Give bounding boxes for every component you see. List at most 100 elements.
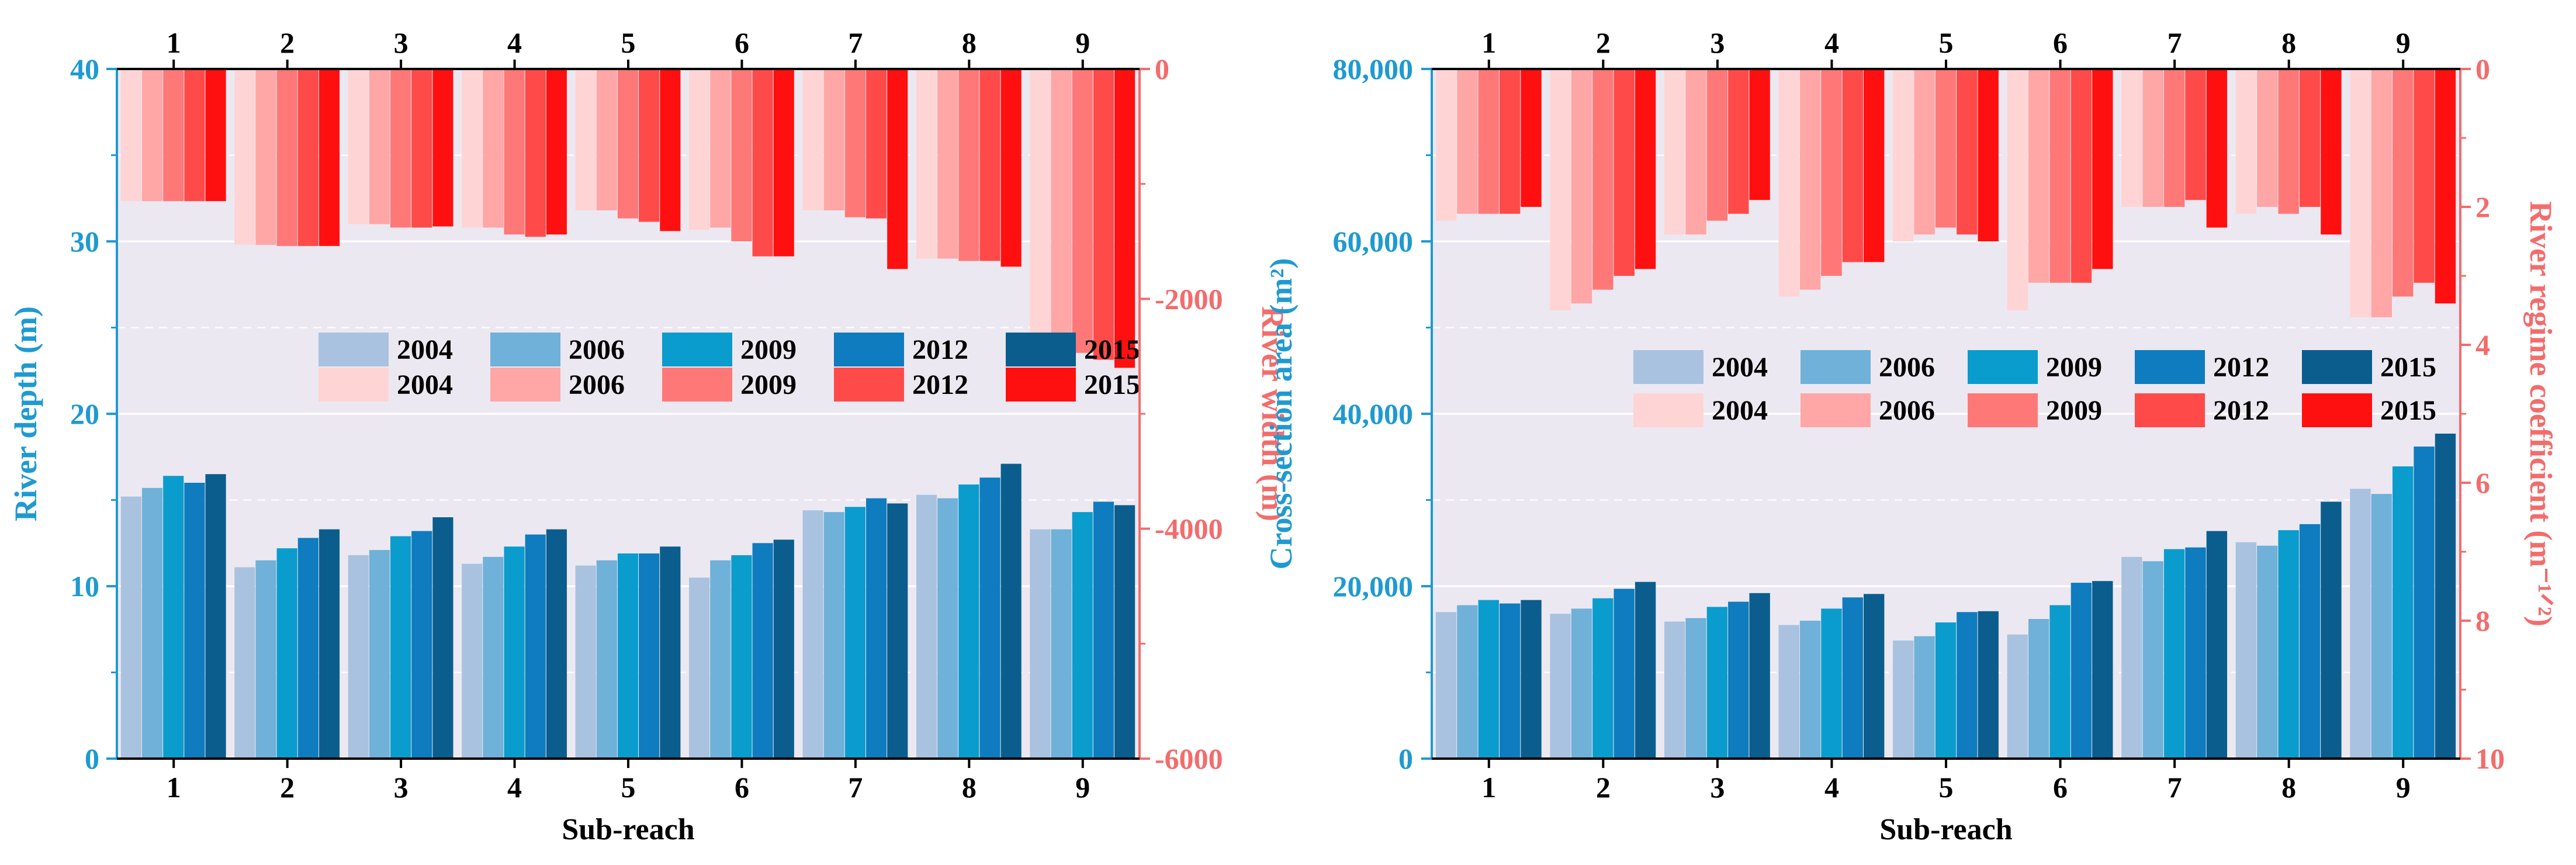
blue-bar-2006-sub-reach-5 (1914, 636, 1935, 759)
red-bar-2009-sub-reach-6 (731, 69, 752, 241)
blue-bar-2004-sub-reach-3 (1664, 621, 1685, 759)
bottom-x-tick-label: 9 (1075, 771, 1090, 804)
blue-bar-2006-sub-reach-7 (823, 512, 844, 759)
top-x-tick-label: 9 (1075, 26, 1090, 59)
blue-bar-2004-sub-reach-2 (1550, 614, 1571, 759)
legend-label-red-2009: 2009 (2046, 395, 2102, 426)
blue-bar-2009-sub-reach-6 (2049, 605, 2071, 759)
red-bar-2006-sub-reach-2 (1571, 69, 1592, 304)
blue-bar-2015-sub-reach-5 (1978, 611, 1999, 759)
red-bar-2015-sub-reach-6 (2092, 69, 2113, 269)
red-bar-2012-sub-reach-8 (979, 69, 1000, 261)
blue-bar-2004-sub-reach-7 (802, 510, 823, 759)
left-tick-label: 30 (70, 225, 99, 258)
red-bar-2012-sub-reach-5 (639, 69, 660, 222)
red-bar-2015-sub-reach-2 (318, 69, 340, 246)
legend-label-red-2004: 2004 (397, 369, 453, 400)
red-bar-2015-sub-reach-7 (887, 69, 908, 269)
red-bar-2009-sub-reach-4 (504, 69, 525, 235)
red-bar-2009-sub-reach-2 (1592, 69, 1614, 290)
blue-bar-2015-sub-reach-1 (205, 474, 226, 759)
blue-bar-2006-sub-reach-5 (596, 560, 617, 759)
red-bar-2009-sub-reach-7 (844, 69, 865, 217)
red-bar-2015-sub-reach-4 (1864, 69, 1885, 262)
top-x-tick-label: 6 (735, 26, 749, 59)
blue-bar-2009-sub-reach-9 (1072, 512, 1093, 759)
blue-bar-2012-sub-reach-1 (1499, 603, 1521, 759)
legend-swatch-blue-2012 (834, 333, 904, 366)
legend-label-blue-2015: 2015 (2380, 352, 2436, 383)
blue-bar-2009-sub-reach-4 (1821, 608, 1842, 759)
blue-bar-2012-sub-reach-1 (184, 483, 205, 759)
red-bar-2012-sub-reach-8 (2299, 69, 2321, 207)
red-bar-2009-sub-reach-3 (1706, 69, 1728, 221)
red-bar-2012-sub-reach-5 (1957, 69, 1978, 235)
red-bar-2004-sub-reach-5 (1893, 69, 1914, 241)
red-bar-2004-sub-reach-8 (916, 69, 937, 259)
red-bar-2009-sub-reach-7 (2163, 69, 2185, 207)
legend-swatch-red-2004 (318, 368, 389, 402)
top-x-tick-label: 3 (394, 26, 408, 59)
blue-bar-2006-sub-reach-4 (483, 556, 504, 759)
legend-swatch-blue-2004 (318, 333, 389, 366)
blue-bar-2006-sub-reach-3 (369, 550, 390, 759)
right-tick-label: 0 (2475, 53, 2490, 85)
legend-label-blue-2004: 2004 (1712, 352, 1768, 383)
red-bar-2012-sub-reach-9 (2414, 69, 2435, 283)
legend-swatch-blue-2006 (490, 333, 560, 366)
blue-bar-2004-sub-reach-2 (234, 567, 255, 759)
blue-bar-2012-sub-reach-9 (2414, 447, 2435, 759)
top-x-tick-label: 7 (2168, 26, 2182, 59)
red-bar-2009-sub-reach-8 (958, 69, 979, 261)
legend-swatch-blue-2004 (1633, 350, 1704, 384)
blue-bar-2006-sub-reach-8 (937, 498, 958, 759)
legend-swatch-red-2006 (490, 368, 560, 402)
blue-bar-2006-sub-reach-4 (1799, 621, 1821, 759)
blue-bar-2009-sub-reach-5 (617, 553, 639, 759)
red-bar-2004-sub-reach-3 (1664, 69, 1685, 235)
bottom-x-tick-label: 6 (735, 771, 749, 804)
blue-bar-2009-sub-reach-7 (844, 507, 865, 759)
x-axis-title: Sub-reach (562, 813, 694, 846)
red-bar-2009-sub-reach-9 (2393, 69, 2414, 297)
blue-bar-2004-sub-reach-5 (575, 565, 596, 759)
left-tick-label: 40,000 (1333, 397, 1414, 430)
bottom-x-tick-label: 6 (2053, 771, 2068, 804)
blue-bar-2006-sub-reach-8 (2257, 545, 2278, 759)
red-bar-2015-sub-reach-9 (2435, 69, 2456, 304)
legend-swatch-red-2006 (1801, 393, 1871, 427)
legend-swatch-red-2004 (1633, 393, 1704, 427)
legend-label-red-2012: 2012 (912, 369, 968, 400)
red-bar-2006-sub-reach-9 (1051, 69, 1072, 337)
blue-bar-2012-sub-reach-8 (979, 478, 1000, 759)
red-bar-2004-sub-reach-8 (2235, 69, 2257, 214)
right-tick-label: 4 (2475, 328, 2490, 361)
right-tick-label: 10 (2475, 742, 2505, 775)
blue-bar-2009-sub-reach-6 (731, 555, 752, 759)
red-bar-2012-sub-reach-6 (2071, 69, 2092, 283)
red-bar-2004-sub-reach-4 (462, 69, 483, 228)
blue-bar-2006-sub-reach-7 (2142, 561, 2163, 759)
right-tick-label: -2000 (1155, 282, 1223, 315)
blue-bar-2004-sub-reach-3 (348, 555, 369, 759)
red-bar-2015-sub-reach-6 (773, 69, 794, 257)
blue-bar-2012-sub-reach-5 (639, 553, 660, 759)
top-x-tick-label: 8 (2281, 26, 2296, 59)
red-bar-2004-sub-reach-5 (575, 69, 596, 210)
blue-bar-2006-sub-reach-1 (1457, 605, 1478, 759)
left-tick-label: 80,000 (1333, 53, 1414, 85)
bottom-x-tick-label: 4 (1824, 771, 1839, 804)
blue-bar-2006-sub-reach-9 (1051, 529, 1072, 759)
red-bar-2012-sub-reach-4 (525, 69, 546, 237)
legend-swatch-blue-2012 (2135, 350, 2205, 384)
blue-bar-2015-sub-reach-2 (318, 529, 340, 759)
legend-label-blue-2006: 2006 (569, 334, 625, 365)
legend-label-blue-2015: 2015 (1084, 334, 1140, 365)
red-bar-2012-sub-reach-2 (1614, 69, 1635, 276)
blue-bar-2015-sub-reach-9 (2435, 433, 2456, 759)
red-bar-2004-sub-reach-7 (2121, 69, 2142, 207)
red-bar-2006-sub-reach-4 (1799, 69, 1821, 290)
red-bar-2012-sub-reach-3 (1728, 69, 1749, 214)
blue-bar-2012-sub-reach-4 (1842, 597, 1864, 759)
